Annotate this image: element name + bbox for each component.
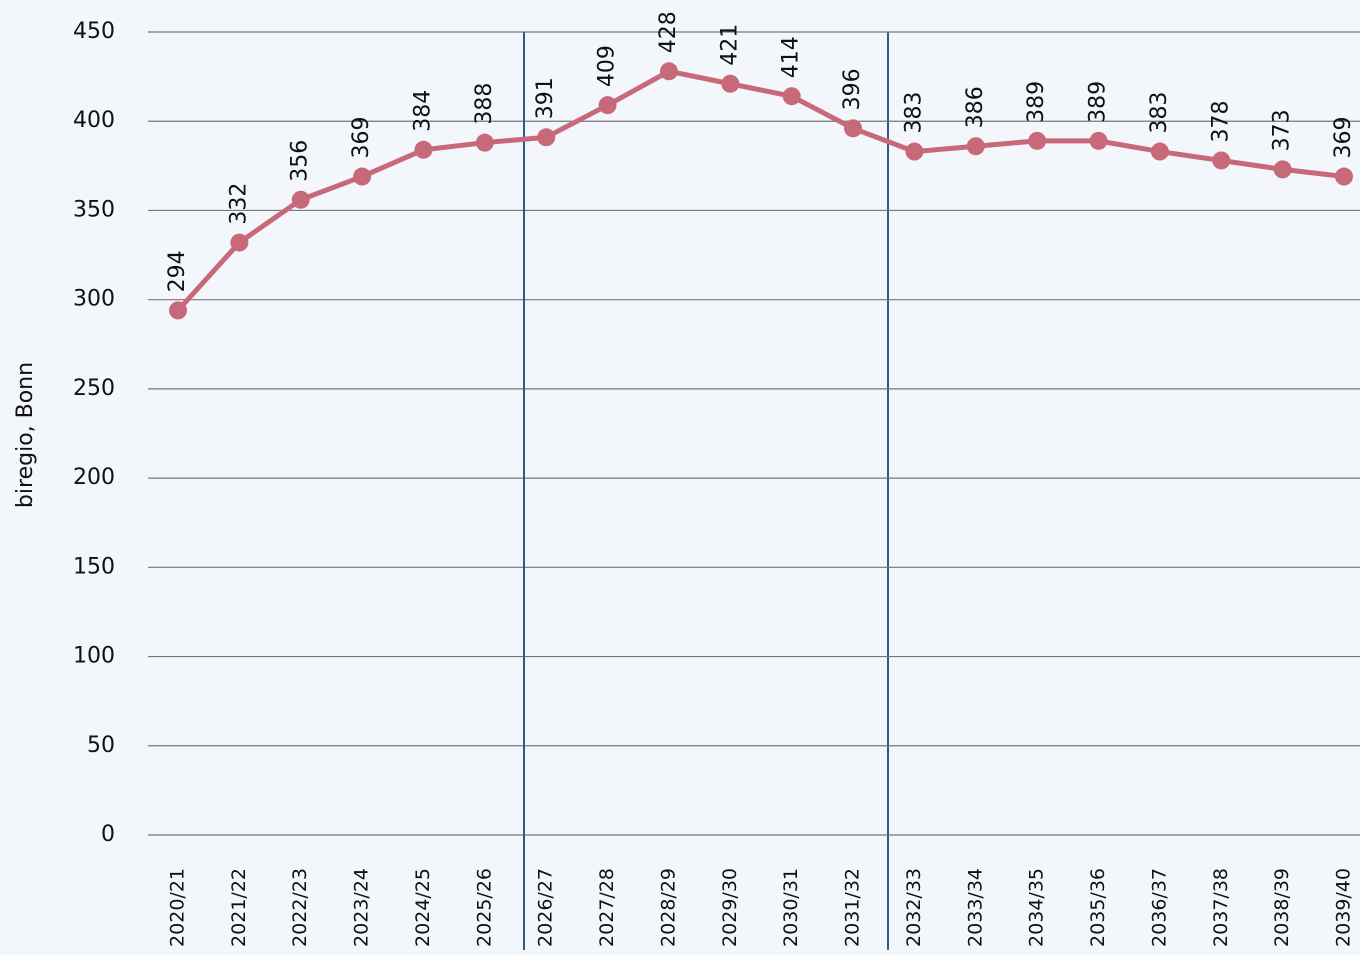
x-tick-label: 2034/35 (1026, 868, 1048, 947)
x-tick-label: 2022/23 (289, 868, 311, 947)
value-label: 294 (165, 250, 190, 292)
value-label: 389 (1086, 81, 1111, 123)
value-label: 386 (963, 86, 988, 128)
point (1212, 151, 1231, 170)
y-tick-label: 250 (73, 376, 115, 401)
x-tick-label: 2032/33 (903, 868, 925, 947)
point (475, 133, 494, 152)
y-axis-label: biregio, Bonn (13, 362, 38, 508)
x-tick-label: 2035/36 (1087, 868, 1109, 947)
value-label: 369 (1331, 117, 1356, 159)
x-tick-label: 2029/30 (719, 868, 741, 947)
y-tick-label: 0 (101, 822, 115, 847)
value-label: 396 (840, 68, 865, 110)
value-label: 356 (288, 140, 313, 182)
point (1273, 160, 1292, 179)
x-tick-label: 2027/28 (596, 868, 618, 947)
x-tick-label: 2038/39 (1271, 868, 1293, 947)
point (353, 167, 372, 186)
point (169, 301, 187, 320)
point (844, 119, 863, 138)
x-tick-label: 2028/29 (657, 868, 679, 947)
x-tick-label: 2026/27 (535, 868, 557, 947)
point (291, 190, 310, 209)
x-tick-label: 2024/25 (412, 868, 434, 947)
x-tick-label: 2033/34 (964, 868, 986, 947)
y-tick-label: 300 (73, 287, 115, 312)
x-tick-label: 2031/32 (842, 868, 864, 947)
x-tick-label: 2036/37 (1148, 868, 1170, 947)
value-label: 332 (226, 183, 251, 225)
x-tick-label: 2023/24 (351, 868, 373, 947)
y-tick-label: 450 (73, 19, 115, 44)
point (414, 140, 433, 159)
point (782, 87, 801, 106)
point (659, 62, 678, 81)
line (176, 68, 1345, 313)
point (598, 96, 617, 115)
point (1089, 131, 1108, 150)
value-label: 388 (472, 83, 497, 125)
value-label: 373 (1270, 109, 1295, 151)
x-tick-label: 2021/22 (228, 868, 250, 947)
point (1028, 131, 1047, 150)
point (1335, 167, 1353, 186)
point (905, 142, 924, 161)
value-label: 391 (533, 77, 558, 119)
value-label: 428 (656, 11, 681, 53)
value-label: 383 (901, 92, 926, 134)
point (537, 128, 556, 147)
x-tick-label: 2025/26 (473, 868, 495, 947)
value-label: 369 (349, 117, 374, 159)
value-label: 409 (595, 45, 620, 87)
value-label: 414 (779, 36, 804, 78)
x-tick-label: 2020/21 (167, 868, 189, 947)
y-tick-label: 350 (73, 197, 115, 222)
value-label: 421 (717, 24, 742, 66)
y-tick-label: 400 (73, 108, 115, 133)
x-tick-label: 2030/31 (780, 868, 802, 947)
point (230, 233, 249, 252)
value-label: 384 (410, 90, 435, 132)
y-tick-label: 50 (87, 733, 115, 758)
y-tick-label: 150 (73, 554, 115, 579)
point (1150, 142, 1169, 161)
point (721, 74, 740, 93)
x-tick-label: 2039/40 (1333, 868, 1355, 947)
value-label: 378 (1208, 100, 1233, 142)
x-tick-label: 2037/38 (1210, 868, 1232, 947)
y-tick-label: 200 (73, 465, 115, 490)
value-label: 383 (1147, 92, 1172, 134)
point (966, 137, 985, 156)
y-tick-label: 100 (73, 644, 115, 669)
value-label: 389 (1024, 81, 1049, 123)
